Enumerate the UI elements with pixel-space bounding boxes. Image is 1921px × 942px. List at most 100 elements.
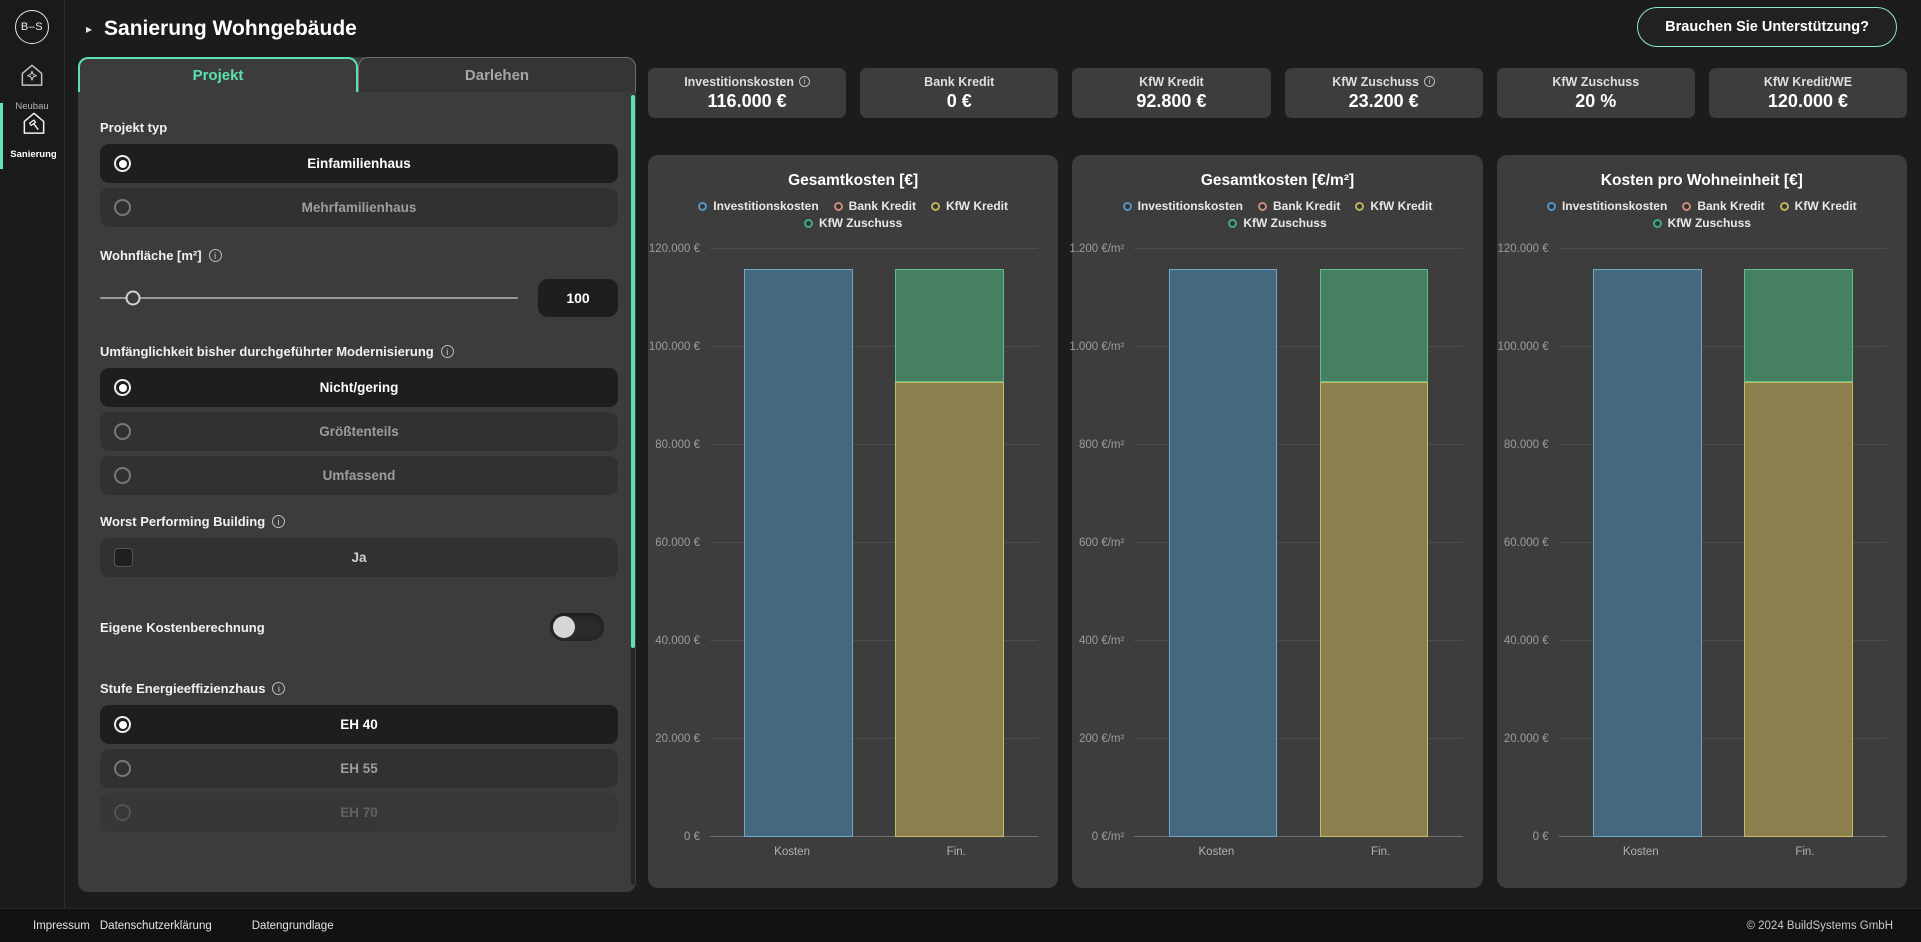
brand-logo[interactable]: B–S <box>15 10 49 44</box>
radio-option-mehrfamilienhaus[interactable]: Mehrfamilienhaus <box>100 188 618 227</box>
legend-label: Investitionskosten <box>1561 199 1668 213</box>
info-icon[interactable] <box>272 515 286 528</box>
legend-item: Investitionskosten <box>698 199 819 213</box>
y-tick-label: 0 €/m² <box>1091 831 1125 843</box>
x-axis-labels: Kosten Fin. <box>1559 846 1887 858</box>
kpi-kfw-kredit: KfW Kredit 92.800 € <box>1072 68 1271 118</box>
legend-item: Bank Kredit <box>833 199 917 213</box>
legend-marker-icon <box>803 218 813 228</box>
page-header: ▸ Sanierung Wohngebäude <box>86 13 357 45</box>
y-tick-label: 600 €/m² <box>1078 537 1125 549</box>
radio-option-groesstenteils[interactable]: Größtenteils <box>100 412 618 451</box>
support-button[interactable]: Brauchen Sie Unterstützung? <box>1637 7 1897 47</box>
tab-darlehen[interactable]: Darlehen <box>358 57 636 92</box>
wohnflaeche-slider-row: 100 <box>100 279 618 317</box>
x-axis-labels: Kosten Fin. <box>1134 846 1462 858</box>
legend-item: Investitionskosten <box>1546 199 1668 213</box>
chart-title: Gesamtkosten [€] <box>788 172 919 189</box>
y-tick-label: 120.000 € <box>648 243 700 255</box>
radio-option-eh-70[interactable]: EH 70 <box>100 793 618 832</box>
x-tick-label: Kosten <box>1622 846 1659 858</box>
bar-stack <box>1168 249 1278 837</box>
info-icon[interactable] <box>208 249 222 262</box>
footer-link-datenschutz[interactable]: Datenschutzerklärung <box>99 919 212 932</box>
field-label: Eigene Kostenberechnung <box>100 619 265 635</box>
info-icon[interactable] <box>1424 76 1435 87</box>
radio-icon <box>114 804 131 821</box>
chart-gesamtkosten-eur: Gesamtkosten [€] Investitionskosten Bank K… <box>648 155 1059 888</box>
x-tick-label: Kosten <box>774 846 810 858</box>
radio-option-eh-55[interactable]: EH 55 <box>100 749 618 788</box>
gridline <box>710 542 1039 543</box>
radio-icon <box>114 760 131 777</box>
bar-segment-kfw-zuschuss <box>1743 268 1853 383</box>
gridline <box>1558 542 1887 543</box>
radio-option-umfassend[interactable]: Umfassend <box>100 456 618 495</box>
toggle-knob[interactable] <box>553 616 575 638</box>
info-icon[interactable] <box>798 76 810 87</box>
y-tick-label: 200 €/m² <box>1078 733 1125 745</box>
wohnflaeche-value-input[interactable]: 100 <box>538 279 618 317</box>
checkbox-option-ja[interactable]: Ja <box>100 538 618 577</box>
x-tick-label: Fin. <box>1371 846 1391 858</box>
y-tick-label: 40.000 € <box>1503 635 1549 647</box>
field-label: Umfänglichkeit bisher durchgeführter Mod… <box>100 344 618 359</box>
legend-marker-icon <box>1355 201 1365 211</box>
project-settings-panel: Projekt Darlehen Projekt typ Einfamilien… <box>78 57 636 892</box>
y-tick-label: 20.000 € <box>1503 733 1549 745</box>
chart-plot: 120.000 € 100.000 € 80.000 € 60.000 € 40.000… <box>1497 243 1887 843</box>
radio-option-einfamilienhaus[interactable]: Einfamilienhaus <box>100 144 618 183</box>
x-tick-label: Fin. <box>1795 846 1815 858</box>
sidebar-item-neubau[interactable]: Neubau <box>0 55 64 121</box>
y-tick-label: 80.000 € <box>655 439 700 451</box>
legend-label: KfW Kredit <box>1370 199 1433 213</box>
x-tick-label: Fin. <box>946 846 966 858</box>
gridline <box>1558 738 1887 739</box>
slider-thumb[interactable] <box>125 290 141 306</box>
legend-label: KfW Zuschuss <box>1667 216 1751 230</box>
eigene-kosten-toggle[interactable] <box>550 613 604 641</box>
y-tick-label: 100.000 € <box>648 341 700 353</box>
radio-option-eh-40[interactable]: EH 40 <box>100 705 618 744</box>
footer-link-datengrundlage[interactable]: Datengrundlage <box>251 919 334 932</box>
footer-link-impressum[interactable]: Impressum <box>33 919 90 932</box>
bar-segment-kfw-zuschuss <box>1319 268 1429 383</box>
kpi-value: 23.200 € <box>1348 90 1419 111</box>
info-icon[interactable] <box>272 682 286 695</box>
info-icon[interactable] <box>440 345 454 358</box>
legend-label: Bank Kredit <box>1272 199 1341 213</box>
gridline <box>1134 346 1463 347</box>
legend-label: Bank Kredit <box>1697 199 1765 213</box>
field-projekt-typ: Projekt typ Einfamilienhaus Mehrfamilien… <box>100 120 618 227</box>
wohnflaeche-slider[interactable] <box>100 290 518 306</box>
y-tick-label: 120.000 € <box>1497 243 1549 255</box>
gridline <box>1558 836 1887 837</box>
chart-gesamtkosten-eur-m2: Gesamtkosten [€/m²] Investitionskosten Ban… <box>1069 155 1483 888</box>
field-label: Worst Performing Building <box>100 514 618 529</box>
bar-segment-kfw-kredit <box>1743 382 1853 837</box>
radio-option-nicht-gering[interactable]: Nicht/gering <box>100 368 618 407</box>
bar-column-kosten <box>1572 249 1723 837</box>
bars-area <box>1134 249 1462 837</box>
bars-area <box>1559 249 1887 837</box>
sidebar-item-sanierung[interactable]: Sanierung <box>0 103 64 169</box>
legend-item: KfW Zuschuss <box>803 216 902 230</box>
y-tick-label: 60.000 € <box>655 537 700 549</box>
sidebar-item-label: Sanierung <box>10 149 57 160</box>
legend-item: Bank Kredit <box>1257 199 1341 213</box>
page-title: Sanierung Wohngebäude <box>104 17 357 40</box>
panel-scrollbar-thumb[interactable] <box>631 95 635 648</box>
kpi-investitionskosten: Investitionskosten 116.000 € <box>648 68 847 118</box>
bar-stack <box>1743 249 1853 837</box>
kpi-value: 92.800 € <box>1136 90 1207 111</box>
panel-tabs: Projekt Darlehen <box>78 57 636 92</box>
legend-marker-icon <box>1228 218 1238 228</box>
tab-projekt[interactable]: Projekt <box>78 57 358 92</box>
panel-scrollbar-track[interactable] <box>631 95 635 885</box>
legend-label: Bank Kredit <box>848 199 917 213</box>
gridline <box>710 444 1039 445</box>
field-label: Wohnfläche [m²] <box>100 248 618 263</box>
kpi-value: 116.000 € <box>707 90 787 111</box>
gridline <box>1558 346 1887 347</box>
